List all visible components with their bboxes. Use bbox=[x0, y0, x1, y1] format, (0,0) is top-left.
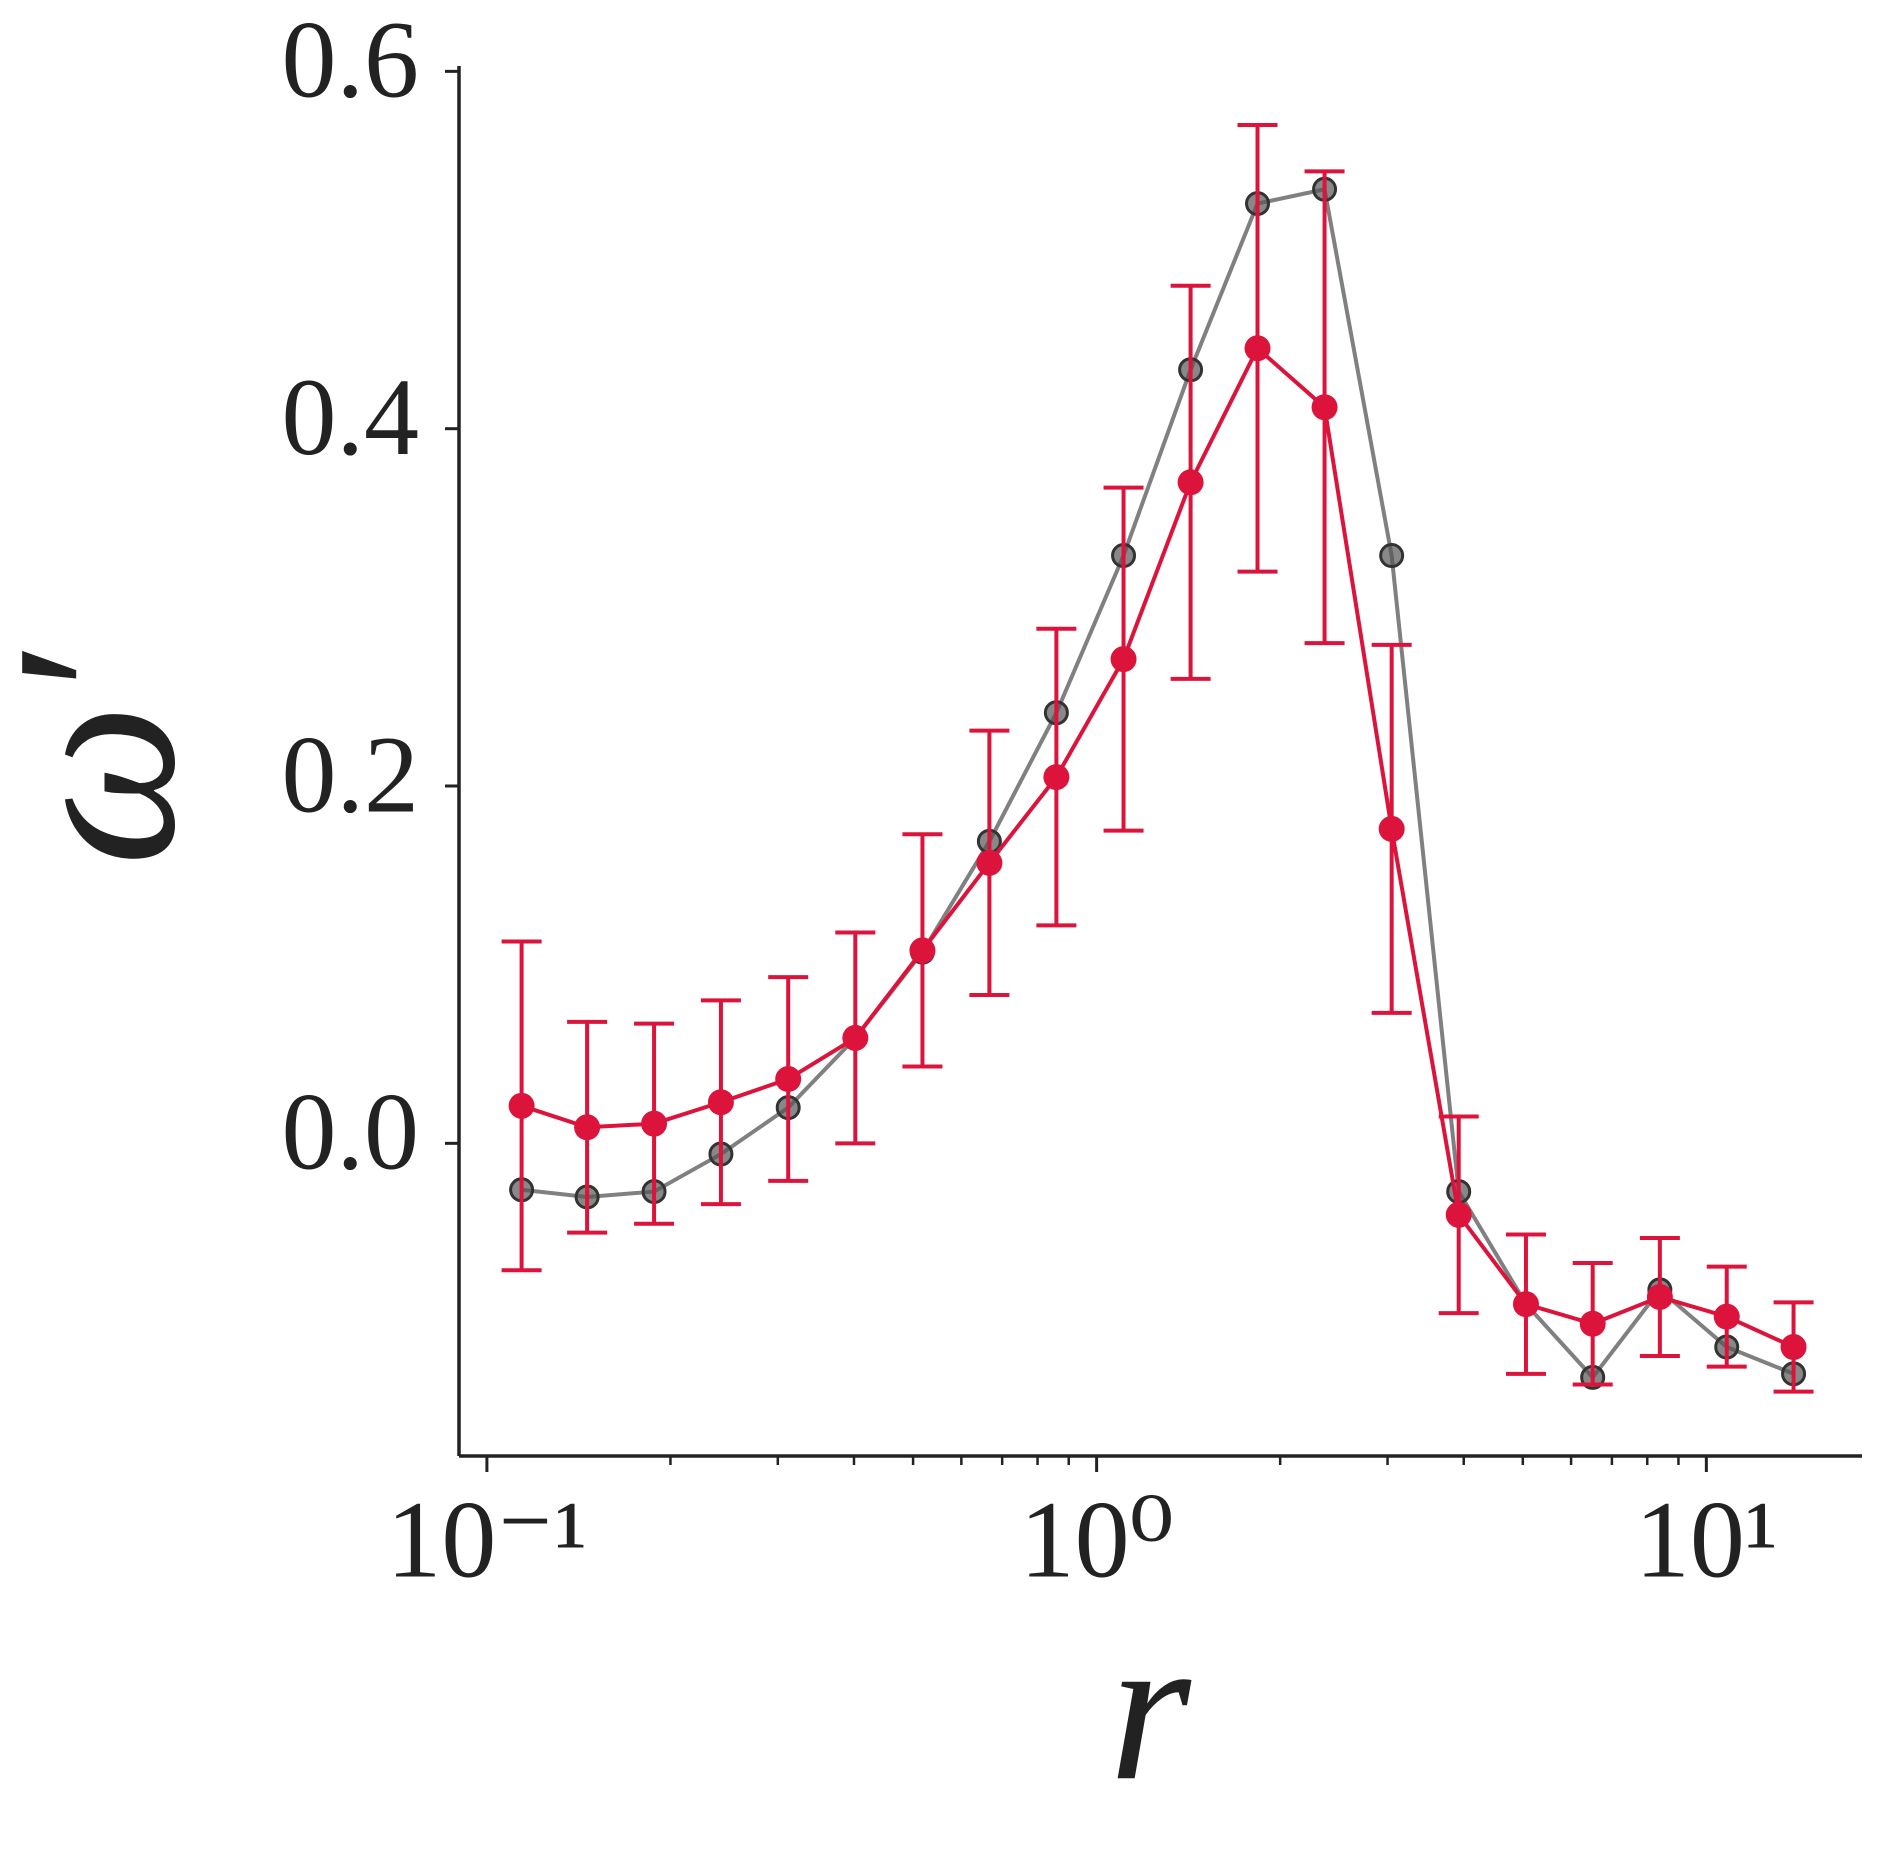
data-point bbox=[1512, 1291, 1539, 1318]
data-point bbox=[1713, 1303, 1740, 1330]
y-tick-label: 0.6 bbox=[282, 0, 420, 121]
data-point bbox=[508, 1092, 535, 1119]
y-tick-label: 0.0 bbox=[282, 1071, 420, 1193]
data-point bbox=[1379, 543, 1405, 569]
data-point bbox=[1177, 469, 1204, 496]
data-point bbox=[1110, 646, 1137, 673]
series-line bbox=[521, 186, 1795, 1381]
data-point bbox=[1311, 394, 1338, 421]
data-point bbox=[842, 1024, 869, 1051]
data-point bbox=[1043, 764, 1070, 791]
data-point bbox=[976, 849, 1003, 876]
y-tick-label: 0.4 bbox=[282, 356, 420, 478]
data-point bbox=[1646, 1283, 1673, 1310]
data-point bbox=[1378, 815, 1405, 842]
data-point bbox=[1445, 1201, 1472, 1228]
data-point bbox=[775, 1066, 802, 1093]
y-axis-label: ω′ bbox=[0, 650, 223, 866]
x-tick-label: 10⁰ bbox=[1020, 1478, 1174, 1600]
data-point bbox=[641, 1110, 668, 1137]
data-point bbox=[1579, 1310, 1606, 1337]
data-point bbox=[1780, 1334, 1807, 1361]
y-tick-label: 0.2 bbox=[282, 713, 420, 835]
data-point bbox=[707, 1089, 734, 1116]
data-point bbox=[909, 937, 936, 964]
data-point bbox=[574, 1114, 601, 1141]
x-axis-label: r bbox=[1109, 1592, 1192, 1824]
x-tick-label: 10⁻¹ bbox=[386, 1478, 587, 1600]
series-line bbox=[520, 345, 1795, 1349]
data-point bbox=[1244, 335, 1271, 362]
x-tick-label: 10¹ bbox=[1635, 1478, 1778, 1600]
